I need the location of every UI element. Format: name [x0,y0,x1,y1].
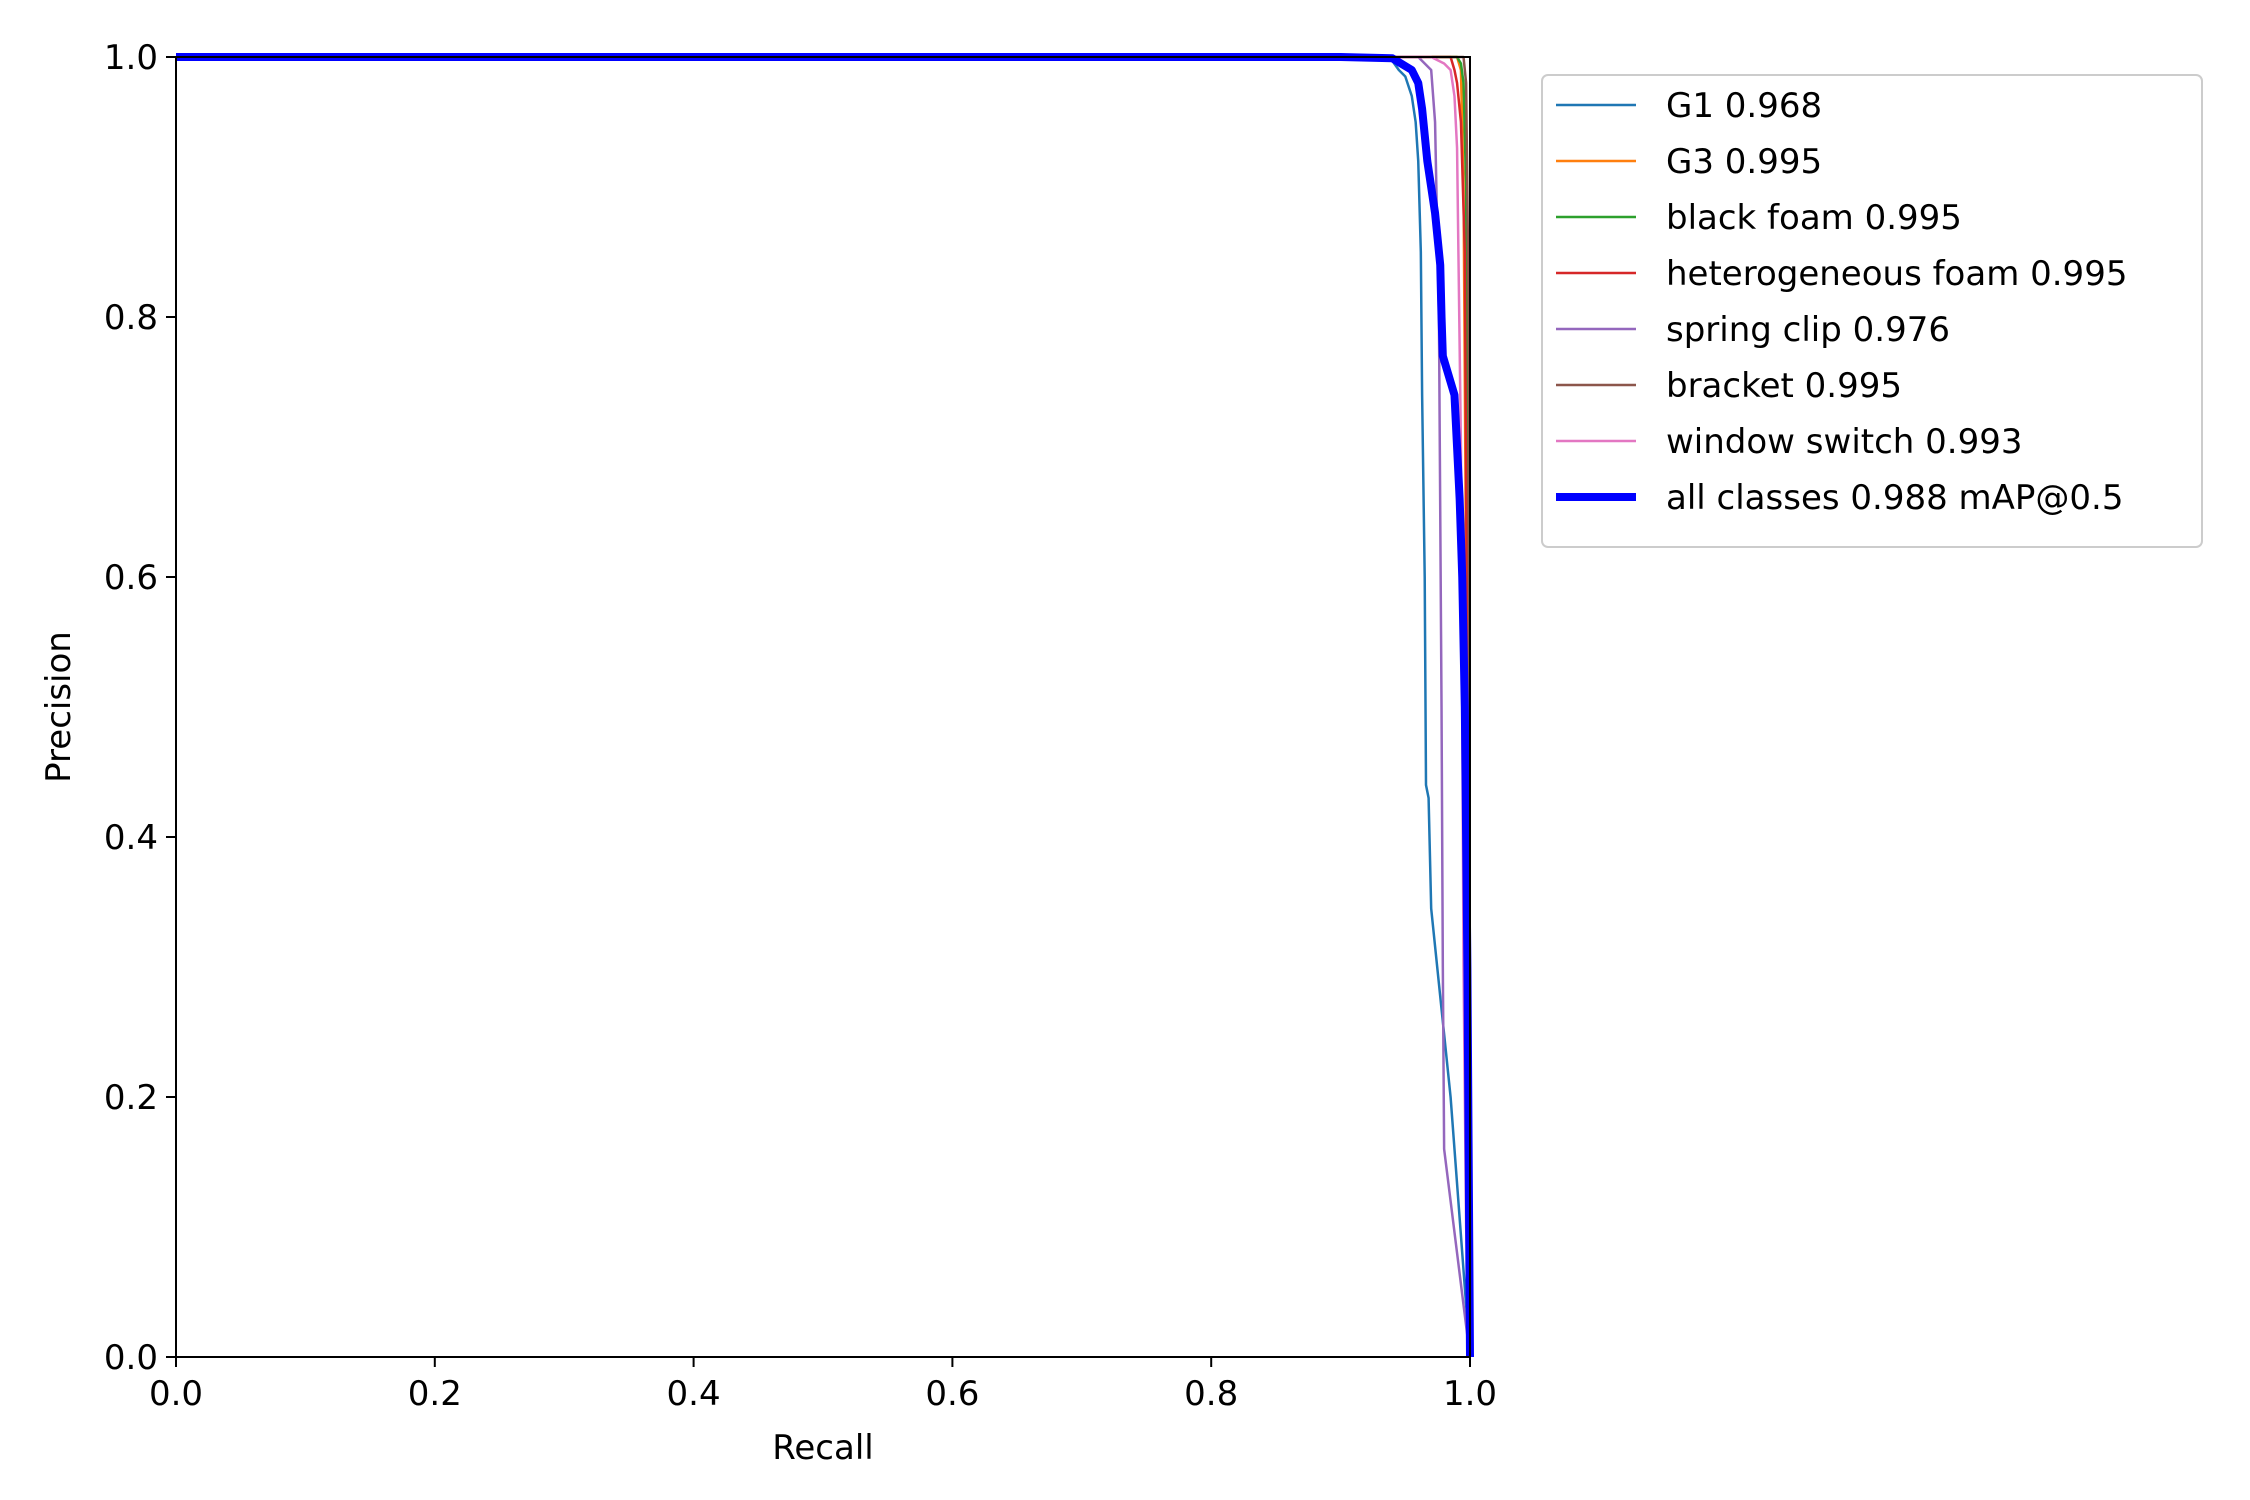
x-tick-label: 1.0 [1443,1374,1497,1414]
plot-frame [175,56,1471,1358]
legend-entry-7: all classes 0.988 mAP@0.5 [1666,478,2123,518]
x-tick-label: 0.4 [667,1374,721,1414]
series-line-0 [176,55,1472,1358]
y-tick-label: 0.0 [104,1338,158,1378]
y-axis-label: Precision [39,631,79,783]
y-tick-label: 0.4 [104,818,158,858]
series-line-4 [176,55,1472,1358]
y-tick-label: 1.0 [104,38,158,78]
series-line-7 [176,53,1474,1358]
legend-entry-6: window switch 0.993 [1666,422,2023,462]
y-axis: 0.0 0.2 0.4 0.6 0.8 1.0 [104,38,176,1378]
y-tick-label: 0.8 [104,298,158,338]
legend: G1 0.968 G3 0.995 black foam 0.995 heteroge… [1541,74,2203,548]
y-tick-label: 0.2 [104,1078,158,1118]
legend-box [1541,74,2203,548]
legend-entry-1: G3 0.995 [1666,142,1822,182]
x-tick-label: 0.8 [1184,1374,1238,1414]
x-tick-label: 0.6 [925,1374,979,1414]
x-tick-label: 0.0 [149,1374,203,1414]
x-tick-label: 0.2 [408,1374,462,1414]
legend-entry-2: black foam 0.995 [1666,198,1962,238]
legend-entry-0: G1 0.968 [1666,86,1822,126]
legend-entry-4: spring clip 0.976 [1666,310,1950,350]
x-axis-label: Recall [772,1428,873,1468]
y-tick-label: 0.6 [104,558,158,598]
x-axis: 0.0 0.2 0.4 0.6 0.8 1.0 [149,1357,1497,1414]
legend-entry-5: bracket 0.995 [1666,366,1902,406]
legend-entry-3: heterogeneous foam 0.995 [1666,254,2127,294]
